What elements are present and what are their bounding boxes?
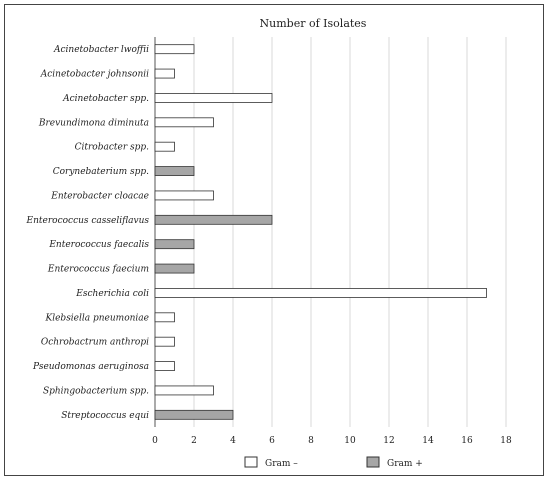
x-axis-ticks: 0 2 4 6 8 10 12 14 16 18 xyxy=(152,436,512,446)
bar-pseudomonas-aeruginosa xyxy=(154,361,175,371)
category-label-acinetobacter-lwoffii: Acinetobacter lwoffii xyxy=(53,45,149,55)
bar-acinetobacter-spp xyxy=(154,93,273,103)
legend-label-gram-negative: Gram – xyxy=(265,459,298,469)
category-label-sphingobacterium-spp: Sphingobacterium spp. xyxy=(43,386,149,396)
category-label-klebsiella-pneumoniae: Klebsiella pneumoniae xyxy=(45,313,150,323)
bar-klebsiella-pneumoniae xyxy=(154,312,175,323)
x-tick-label-12: 12 xyxy=(383,436,394,446)
bar-acinetobacter-lwoffii xyxy=(154,44,195,55)
x-tick-label-16: 16 xyxy=(461,436,473,446)
bar-sphingobacterium-spp xyxy=(154,385,214,396)
bars xyxy=(154,44,487,420)
bar-citrobacter-spp xyxy=(154,141,175,152)
x-tick-label-8: 8 xyxy=(308,436,314,446)
bar-chart: Number of Isolates Acinetobacter lwoffii… xyxy=(26,17,512,469)
bar-enterococcus-faecium xyxy=(154,263,195,274)
category-label-acinetobacter-johnsonii: Acinetobacter johnsonii xyxy=(40,70,149,80)
x-tick-label-6: 6 xyxy=(269,436,275,446)
category-label-citrobacter-spp: Citrobacter spp. xyxy=(75,143,150,153)
legend-label-gram-positive: Gram + xyxy=(387,459,423,469)
legend-swatch-gram-negative xyxy=(244,456,258,468)
category-label-acinetobacter-spp: Acinetobacter spp. xyxy=(62,94,149,104)
bar-streptococcus-equi xyxy=(154,409,234,420)
category-labels: Acinetobacter lwoffii Acinetobacter johns… xyxy=(26,45,150,421)
category-label-streptococcus-equi: Streptococcus equi xyxy=(61,411,149,421)
x-tick-label-0: 0 xyxy=(152,436,158,446)
bar-ochrobactrum-anthropi xyxy=(154,336,175,347)
x-tick-label-14: 14 xyxy=(422,436,434,446)
category-label-ochrobactrum-anthropi: Ochrobactrum anthropi xyxy=(41,338,149,348)
category-label-enterococcus-faecalis: Enterococcus faecalis xyxy=(48,240,149,250)
x-tick-label-10: 10 xyxy=(344,436,356,446)
category-label-enterobacter-cloacae: Enterobacter cloacae xyxy=(50,191,149,201)
category-label-brevundimona-diminuta: Brevundimona diminuta xyxy=(38,118,149,128)
category-label-escherichia-coli: Escherichia coli xyxy=(75,289,149,299)
bar-brevundimona-diminuta xyxy=(154,117,214,128)
bar-enterococcus-casseliflavus xyxy=(154,214,273,225)
category-label-enterococcus-faecium: Enterococcus faecium xyxy=(47,265,149,275)
bar-enterococcus-faecalis xyxy=(154,239,195,250)
chart-title: Number of Isolates xyxy=(260,17,367,30)
x-tick-label-2: 2 xyxy=(191,436,197,446)
category-label-corynebaterium-spp: Corynebaterium spp. xyxy=(53,167,149,177)
bar-escherichia-coli xyxy=(154,288,487,298)
category-label-enterococcus-casseliflavus: Enterococcus casseliflavus xyxy=(26,216,150,226)
legend: Gram – Gram + xyxy=(244,456,423,469)
x-tick-label-4: 4 xyxy=(230,436,236,446)
bar-corynebaterium-spp xyxy=(154,166,195,176)
bar-acinetobacter-johnsonii xyxy=(154,68,175,79)
bar-enterobacter-cloacae xyxy=(154,190,214,201)
chart-frame: Number of Isolates Acinetobacter lwoffii… xyxy=(4,4,544,476)
category-label-pseudomonas-aeruginosa: Pseudomonas aeruginosa xyxy=(32,362,149,372)
legend-swatch-gram-positive xyxy=(366,456,380,468)
x-tick-label-18: 18 xyxy=(500,436,512,446)
